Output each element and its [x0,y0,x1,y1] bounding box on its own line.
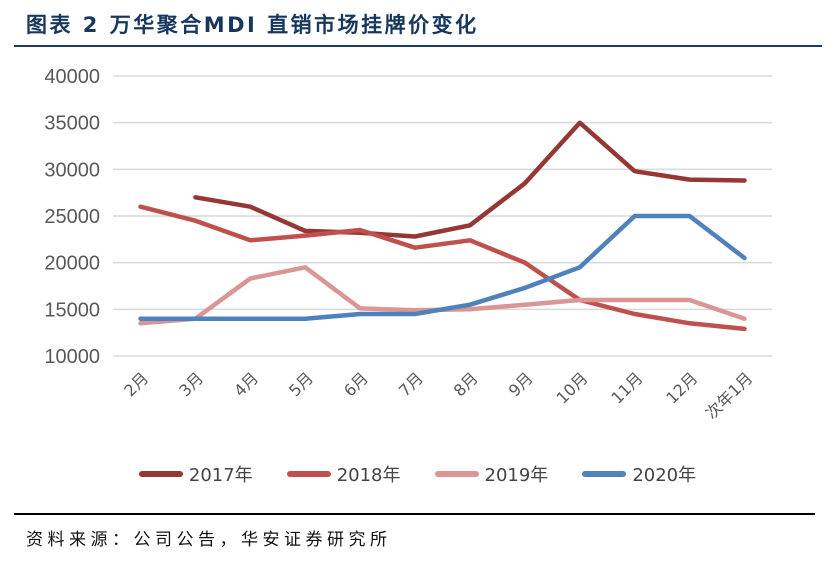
y-axis-label: 30000 [44,160,100,182]
y-axis-label: 35000 [44,113,100,135]
legend-label: 2019年 [484,465,549,487]
y-axis-label: 20000 [44,253,100,275]
x-axis-label: 7月 [395,369,427,401]
x-axis-label: 3月 [175,369,207,401]
title-divider [14,45,822,48]
series-line-2019年 [138,265,747,326]
legend-swatch [434,471,479,478]
x-axis-label: 11月 [607,369,646,408]
legend-label: 2020年 [632,465,697,487]
x-axis-label: 次年1月 [702,369,757,424]
legend-label: 2018年 [336,465,401,487]
y-axis-label: 25000 [44,206,100,228]
series-line-2020年 [138,213,747,322]
legend-swatch [138,471,183,478]
footer-divider [14,513,815,516]
legend-swatch [582,471,627,478]
y-axis-label: 15000 [44,300,100,322]
chart-area: 40000 35000 30000 25000 20000 15000 10000 2月 3月 4… [0,55,835,489]
x-axis-label: 9月 [505,369,537,401]
chart-legend: 2017年 2018年 2019年 2020年 [0,459,835,489]
legend-swatch [286,471,331,478]
x-axis-label: 6月 [340,369,372,401]
legend-item-2017年: 2017年 [138,461,253,487]
source-note: 资料来源：公司公告，华安证券研究所 [26,530,392,551]
y-axis-label: 10000 [44,346,100,368]
x-axis-label: 4月 [230,369,262,401]
legend-item-2018年: 2018年 [286,461,401,487]
legend-label: 2017年 [188,465,253,487]
figure-title: 图表 2 万华聚合MDI 直销市场挂牌价变化 [26,13,479,37]
legend-item-2019年: 2019年 [434,461,549,487]
series-line-2018年 [138,204,747,332]
x-axis-label: 10月 [552,369,591,408]
mdi-price-line-chart: 40000 35000 30000 25000 20000 15000 10000 2月 3月 4… [44,66,772,424]
y-axis-label: 40000 [44,66,100,88]
x-axis-label: 5月 [285,369,317,401]
x-axis-label: 8月 [450,369,482,401]
legend-item-2020年: 2020年 [582,461,696,487]
x-axis-label: 12月 [662,369,701,408]
series-line-2017年 [193,120,747,239]
title-row: 图表 2 万华聚合MDI 直销市场挂牌价变化 [0,0,835,38]
x-axis-label: 2月 [120,369,152,401]
